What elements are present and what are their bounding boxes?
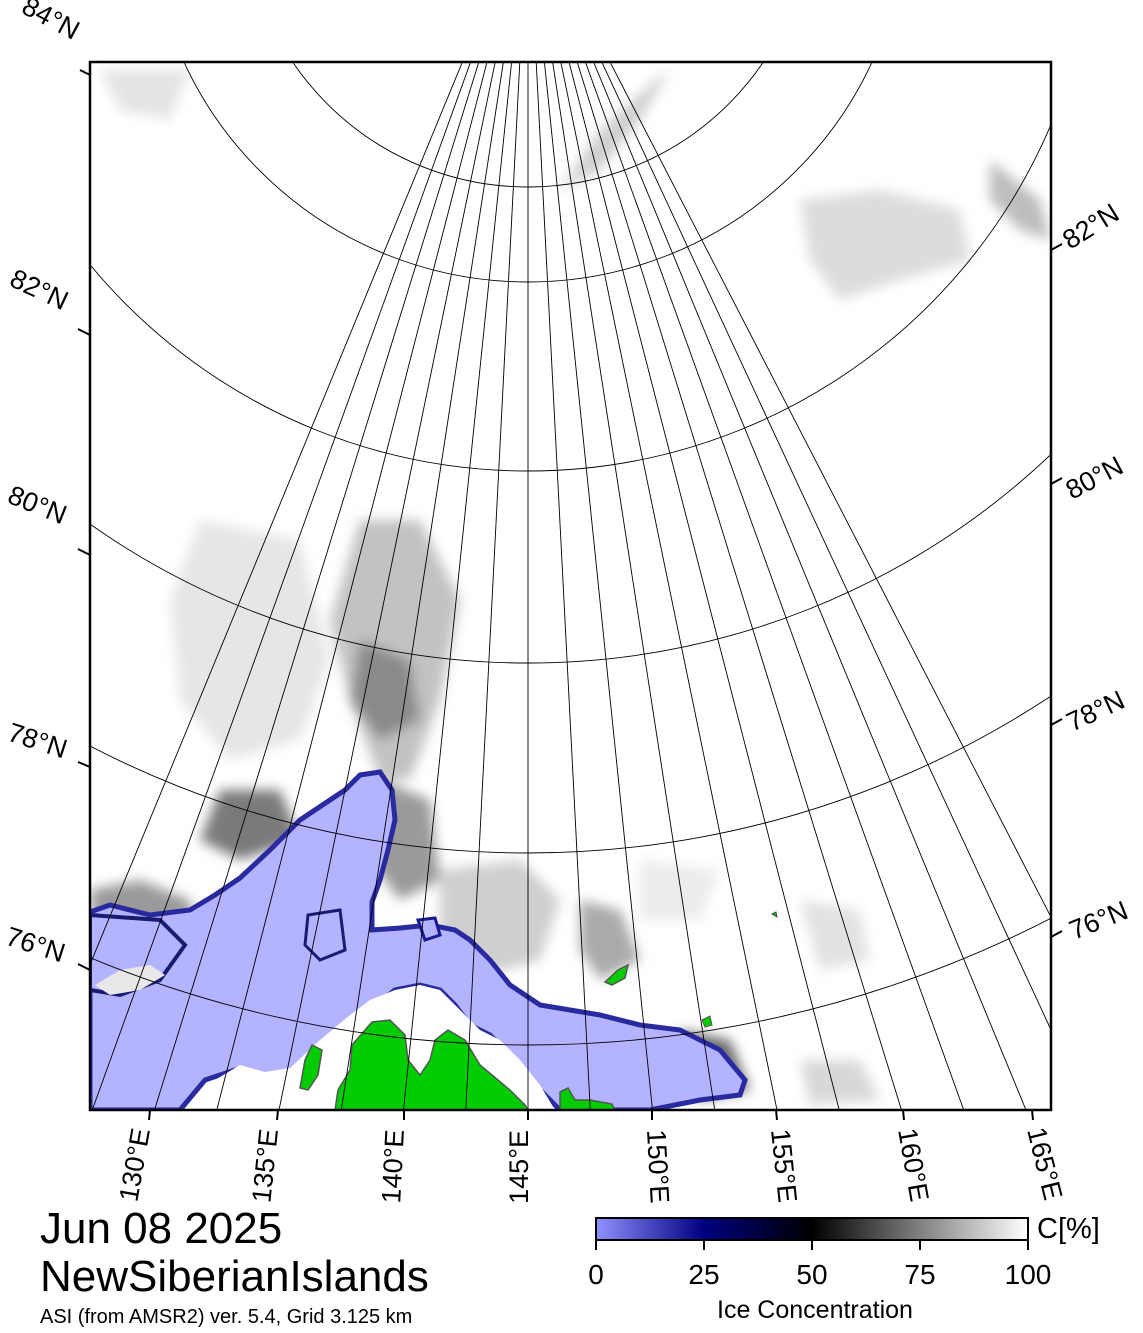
colorbar-tick-label: 0: [588, 1259, 604, 1290]
land-masses: [299, 911, 778, 1110]
meridian-line: [593, 62, 1027, 1110]
lon-label-150: 150°E: [641, 1129, 675, 1204]
meridian-line: [216, 62, 488, 1110]
lon-label-160: 160°E: [892, 1126, 934, 1204]
lat-label-left-82: 82°N: [5, 263, 72, 316]
meridian-line: [154, 62, 480, 1110]
lat-label-right-78: 78°N: [1062, 685, 1129, 738]
longitude-meridians: [90, 62, 1051, 1110]
colorbar: [595, 1217, 1029, 1241]
source-note: ASI (from AMSR2) ver. 5.4, Grid 3.125 km: [40, 1306, 413, 1328]
colorbar-unit: C[%]: [1037, 1213, 1100, 1245]
lat-label-right-80: 80°N: [1061, 450, 1128, 505]
colorbar-tick-label: 25: [688, 1259, 720, 1290]
lon-label-145: 145°E: [504, 1130, 534, 1204]
meridian-line: [340, 62, 504, 1110]
meridian-line: [584, 62, 965, 1110]
date-title: Jun 08 2025: [40, 1204, 283, 1253]
lat-label-left-84: 84°N: [17, 0, 84, 46]
lon-label-135: 135°E: [246, 1127, 284, 1204]
colorbar-ticks: [595, 1240, 1029, 1250]
meridian-line: [535, 62, 591, 1110]
meridian-line: [465, 62, 521, 1110]
colorbar-tick-label: 50: [796, 1259, 828, 1290]
meridian-line: [552, 62, 716, 1110]
meridian-line: [278, 62, 496, 1110]
meridian-line: [91, 62, 472, 1110]
meridian-line: [568, 62, 840, 1110]
map-frame: [88, 60, 1053, 1112]
lon-label-165: 165°E: [1021, 1124, 1068, 1203]
region-title: NewSiberianIslands: [40, 1252, 429, 1301]
colorbar-tick-label: 75: [904, 1259, 936, 1290]
meridian-line: [609, 62, 1051, 919]
colorbar-title: Ice Concentration: [717, 1296, 913, 1324]
colorbar-tick-label: 100: [1004, 1259, 1052, 1290]
lat-label-left-76: 76°N: [2, 921, 69, 968]
lon-label-155: 155°E: [765, 1127, 803, 1204]
meridian-line: [543, 62, 653, 1110]
lat-label-left-80: 80°N: [4, 480, 71, 530]
meridian-line: [601, 62, 1051, 1031]
lon-label-140: 140°E: [376, 1129, 410, 1204]
lon-label-130: 130°E: [114, 1126, 156, 1204]
lat-label-left-78: 78°N: [4, 717, 71, 764]
axis-ticks: [77, 69, 1063, 1121]
meridian-line: [90, 62, 463, 966]
lat-label-right-82: 82°N: [1057, 198, 1124, 255]
meridian-line: [560, 62, 778, 1110]
lat-label-right-76: 76°N: [1065, 895, 1132, 945]
meridian-line: [403, 62, 513, 1110]
meridian-line: [576, 62, 902, 1110]
